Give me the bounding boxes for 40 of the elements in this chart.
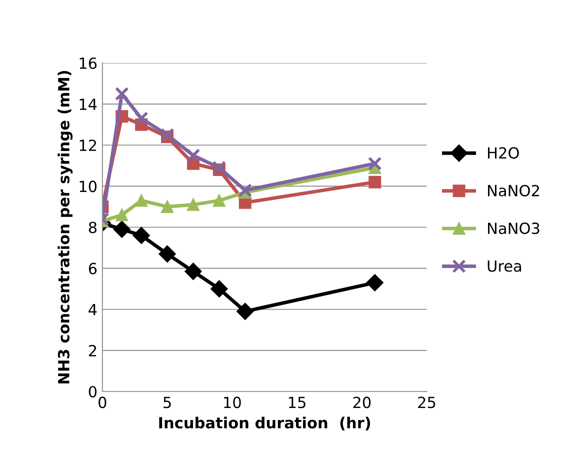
x-tick-label: 10 [224,396,241,408]
x-tick-label: 20 [353,396,371,408]
point [134,111,148,126]
point [210,280,228,298]
y-tick-label: 10 [80,180,97,192]
y-tick-label: 16 [80,57,97,70]
x-tick-label: 25 [418,396,436,408]
point [132,226,150,244]
legend-label: Urea [488,260,522,272]
point [114,86,129,101]
y-tick-label: 6 [88,262,97,274]
point [184,262,202,280]
point [212,194,226,207]
y-axis-title: NH3 concentration per syringe (mM) [58,70,73,384]
point [160,128,174,142]
y-tick-label: 2 [88,344,96,356]
y-tick-label: 0 [88,386,97,398]
legend-label: H2O [488,147,519,159]
point [161,200,174,213]
x-axis-title: Incubation duration (hr) [159,416,370,430]
point [186,198,200,211]
point [368,156,382,171]
x-tick-label: 5 [164,396,171,408]
y-tick-label: 14 [80,98,97,110]
point [116,208,128,222]
point [368,176,382,188]
y-tick-label: 8 [88,222,97,234]
point [135,194,148,207]
point [158,245,176,262]
legend-label: NaNO2 [488,184,539,196]
point [186,148,200,162]
x-tick-label: 15 [288,396,306,408]
legend-label: NaNO3 [488,222,540,234]
point [236,302,254,320]
x-tick-label: 0 [98,396,106,408]
point [366,274,384,292]
y-tick-label: 4 [88,304,97,316]
y-tick-label: 12 [80,140,96,151]
point [212,160,226,175]
point [113,220,130,238]
